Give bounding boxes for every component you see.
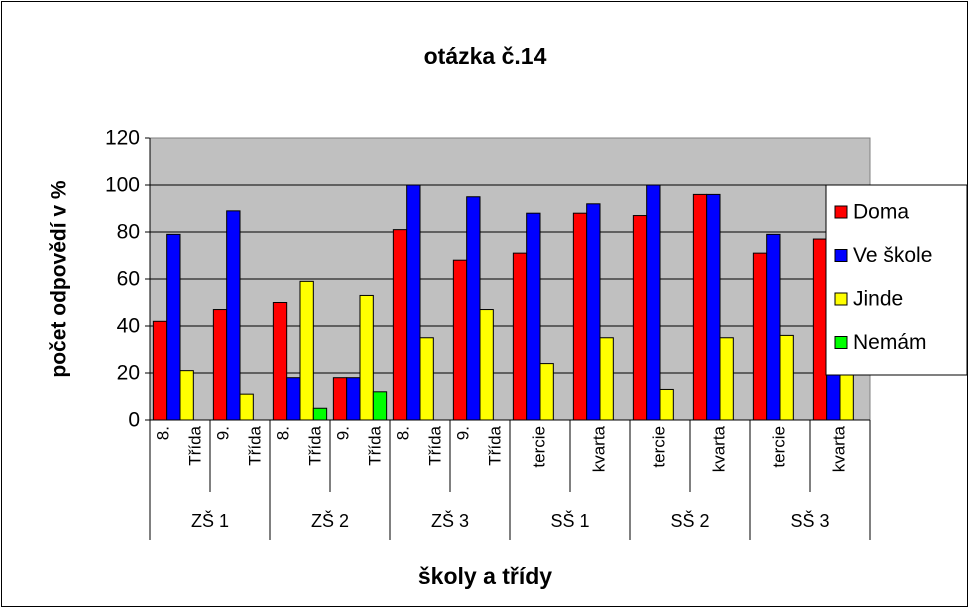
bar [212,309,228,421]
bar [766,233,781,421]
bar [586,203,601,421]
x-tick-label: Třída [305,425,324,465]
bar [272,302,288,421]
y-tick-label: 20 [117,362,140,385]
x-axis-title: školy a třídy [418,563,552,589]
bar [286,377,301,421]
group-label: SŠ 3 [790,510,829,531]
x-tick-label: 8. [393,426,412,440]
bar [512,252,528,421]
bar [332,377,348,421]
y-axis-title: počet odpovědí v % [48,180,71,378]
bar [659,388,674,421]
legend-swatch [834,249,848,262]
group-label: ZŠ 3 [431,510,469,531]
x-tick-label: Třída [485,425,504,465]
bar [312,407,328,421]
x-tick-label: tercie [529,426,548,468]
bar [752,252,768,421]
x-tick-label: 8. [153,426,172,440]
y-tick-label: 80 [117,221,140,244]
bar [479,309,494,421]
bar [599,337,614,421]
x-tick-label: tercie [769,426,788,468]
bar [692,193,708,421]
bar [346,377,361,421]
y-tick-label: 120 [105,127,140,150]
group-label: ZŠ 2 [311,510,349,531]
bar [779,334,794,421]
bar [226,210,241,421]
bar [646,184,661,421]
bar [539,363,554,421]
x-tick-label: kvarta [709,425,728,472]
legend-label: Doma [853,201,909,224]
x-tick-label: Třída [365,425,384,465]
bar [152,320,168,421]
bar [572,212,588,421]
x-tick-label: 9. [453,426,472,440]
bar [812,238,828,421]
bar [632,215,648,421]
legend-label: Jinde [853,288,903,311]
bar [406,184,421,421]
legend-swatch [834,336,848,349]
y-tick-label: 0 [128,409,140,432]
group-label: SŠ 1 [550,510,589,531]
bar [452,259,468,421]
x-tick-label: 9. [333,426,352,440]
legend-label: Nemám [853,331,927,354]
bar [239,393,254,421]
legend-swatch [834,292,848,306]
x-tick-label: Třída [185,425,204,465]
bar [719,337,734,421]
chart-title: otázka č.14 [424,43,547,69]
bar [466,196,481,421]
x-tick-label: kvarta [829,425,848,472]
x-tick-label: 9. [213,426,232,440]
group-label: ZŠ 1 [191,510,229,531]
bar [359,294,374,421]
legend-label: Ve škole [853,244,932,267]
x-tick-label: 8. [273,426,292,440]
bar [166,233,181,421]
bar [299,280,314,421]
bar [372,391,388,421]
bar [526,212,541,421]
bar [706,193,721,421]
legend-swatch [834,205,848,219]
bar [419,337,434,421]
y-tick-label: 100 [105,174,140,197]
group-label: SŠ 2 [670,510,709,531]
x-tick-label: kvarta [589,425,608,472]
x-tick-label: tercie [649,426,668,468]
y-tick-label: 40 [117,315,140,338]
x-tick-label: Třída [425,425,444,465]
y-tick-label: 60 [117,268,140,291]
bar [179,370,194,421]
x-tick-label: Třída [245,425,264,465]
legend-box [825,184,968,376]
bar [392,229,408,421]
